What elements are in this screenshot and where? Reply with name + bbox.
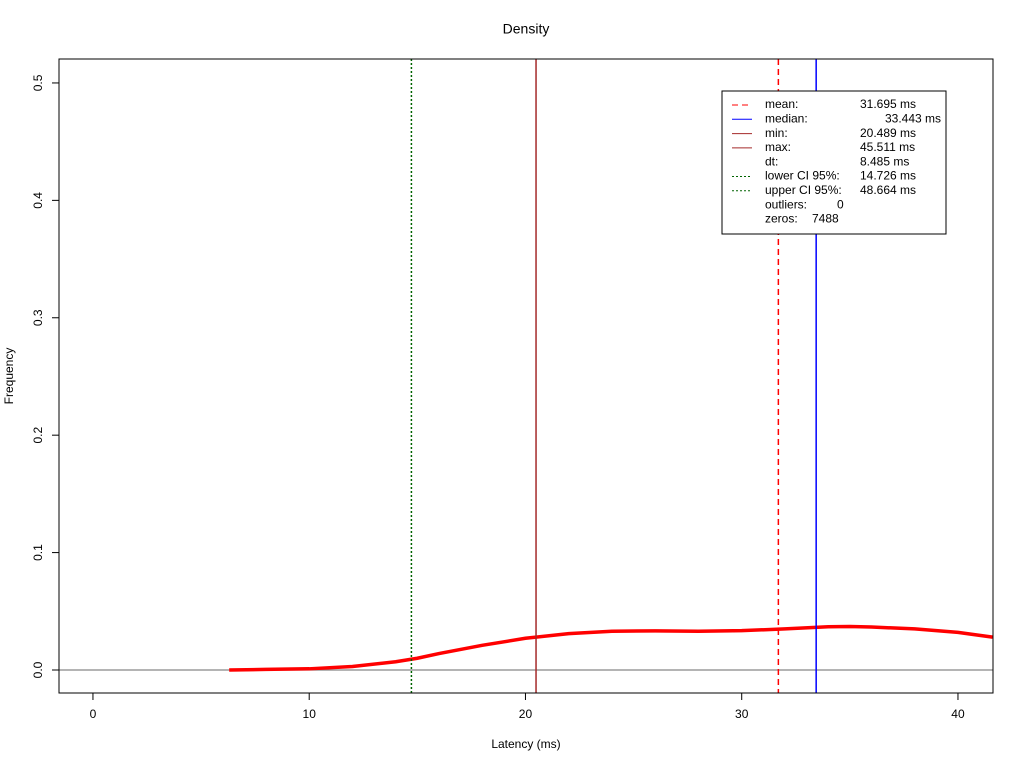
density-curve bbox=[229, 624, 993, 672]
x-axis-label: Latency (ms) bbox=[491, 737, 560, 751]
legend-value: 20.489 ms bbox=[860, 126, 916, 140]
legend-value: 48.664 ms bbox=[860, 183, 916, 197]
legend-name: min: bbox=[765, 126, 788, 140]
legend-name: zeros: bbox=[765, 212, 798, 226]
x-tick-label: 40 bbox=[951, 707, 965, 721]
chart-title: Density bbox=[503, 21, 550, 37]
y-tick-label: 0.4 bbox=[31, 192, 45, 209]
x-tick-label: 20 bbox=[519, 707, 533, 721]
legend-value: 33.443 ms bbox=[885, 111, 941, 125]
legend-box bbox=[721, 90, 947, 235]
legend-name: median: bbox=[765, 111, 808, 125]
legend-name: outliers: bbox=[765, 197, 807, 211]
legend-value: 31.695 ms bbox=[860, 97, 916, 111]
y-tick-label: 0.0 bbox=[31, 661, 45, 678]
legend-name: dt: bbox=[765, 154, 778, 168]
legend-value: 45.511 ms bbox=[860, 140, 915, 154]
legend-name: mean: bbox=[765, 97, 798, 111]
x-tick-label: 0 bbox=[90, 707, 97, 721]
legend-value: 8.485 ms bbox=[860, 154, 909, 168]
y-tick-label: 0.5 bbox=[31, 74, 45, 91]
legend-value: 7488 bbox=[812, 212, 839, 226]
legend-value: 14.726 ms bbox=[860, 169, 916, 183]
y-tick-label: 0.1 bbox=[31, 544, 45, 561]
legend-name: upper CI 95%: bbox=[765, 183, 842, 197]
y-tick-label: 0.3 bbox=[31, 309, 45, 326]
y-tick-label: 0.2 bbox=[31, 427, 45, 444]
x-tick-label: 30 bbox=[735, 707, 749, 721]
plot-frame bbox=[58, 58, 994, 694]
x-tick-label: 10 bbox=[303, 707, 317, 721]
y-axis-label: Frequency bbox=[2, 348, 16, 405]
legend-name: lower CI 95%: bbox=[765, 169, 840, 183]
legend-name: max: bbox=[765, 140, 791, 154]
legend-value: 0 bbox=[837, 197, 844, 211]
